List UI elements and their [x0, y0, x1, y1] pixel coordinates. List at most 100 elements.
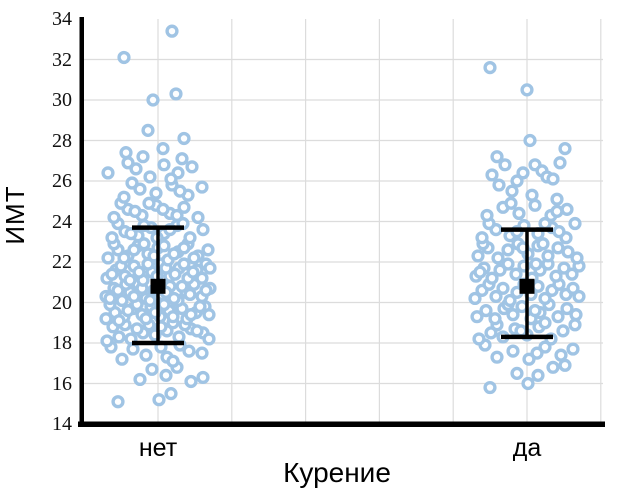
data-point — [479, 304, 493, 318]
data-point — [123, 273, 137, 287]
data-point — [503, 293, 517, 308]
data-point — [468, 291, 482, 306]
mean-marker — [150, 278, 166, 294]
data-point — [145, 362, 159, 376]
y-tick-label: 28 — [52, 129, 72, 152]
data-point — [173, 184, 187, 198]
data-point — [510, 174, 524, 188]
data-point — [117, 50, 131, 65]
data-point — [156, 202, 170, 216]
data-point — [489, 289, 503, 304]
data-point — [514, 324, 528, 338]
data-point — [164, 172, 178, 186]
data-point — [485, 271, 499, 285]
y-tick-label: 34 — [52, 8, 72, 30]
data-point — [512, 206, 526, 221]
data-point — [551, 310, 565, 324]
data-point — [557, 261, 571, 275]
data-point — [560, 301, 574, 316]
data-point — [185, 160, 199, 174]
y-tick-label: 30 — [52, 89, 72, 111]
data-point — [501, 257, 515, 271]
data-point — [168, 267, 182, 281]
data-point — [177, 241, 191, 255]
data-point — [127, 289, 141, 304]
data-point — [105, 267, 119, 281]
x-axis-title: Курение — [283, 457, 391, 488]
data-point — [127, 243, 141, 257]
data-point — [107, 210, 121, 225]
data-point — [556, 324, 570, 338]
data-point — [568, 318, 582, 332]
data-point — [126, 342, 140, 356]
data-point — [199, 283, 213, 297]
data-point — [550, 192, 564, 206]
data-point — [561, 245, 575, 259]
data-point — [167, 291, 181, 306]
data-point — [490, 150, 504, 164]
data-point — [538, 340, 552, 354]
data-point — [202, 308, 216, 322]
data-point — [569, 308, 583, 322]
data-point — [566, 342, 580, 356]
data-point — [491, 251, 505, 265]
data-point — [190, 324, 204, 338]
data-point — [152, 393, 166, 407]
data-point — [472, 332, 486, 346]
data-point — [501, 243, 515, 257]
y-tick-label: 26 — [52, 170, 72, 192]
data-point — [169, 87, 183, 101]
data-point — [112, 314, 126, 328]
data-point — [553, 156, 567, 170]
data-point — [143, 293, 157, 308]
data-point — [183, 287, 197, 302]
y-tick-label: 24 — [52, 210, 72, 233]
data-point — [157, 158, 171, 172]
data-point — [112, 330, 126, 344]
data-point — [137, 237, 151, 251]
data-point — [473, 265, 487, 279]
y-tick-label: 20 — [52, 291, 72, 314]
data-point — [195, 180, 209, 194]
x-category-label-net: нет — [138, 434, 178, 462]
mean-errorbar-нет — [132, 225, 184, 346]
data-point — [156, 142, 170, 156]
data-point — [133, 372, 147, 387]
data-point — [128, 204, 142, 218]
data-point — [166, 354, 180, 368]
data-point — [184, 374, 198, 389]
data-point — [549, 269, 563, 283]
data-point — [177, 200, 191, 214]
mean-errorbar-да — [501, 227, 553, 340]
data-point — [105, 231, 119, 245]
data-point — [493, 263, 507, 277]
data-point — [492, 178, 506, 192]
data-point — [488, 312, 502, 326]
points-нет — [99, 24, 217, 409]
data-point — [184, 308, 198, 322]
data-point — [193, 299, 207, 314]
data-point — [142, 196, 156, 210]
data-point — [121, 156, 135, 170]
data-point — [202, 332, 216, 346]
data-point — [157, 297, 171, 312]
data-point — [175, 152, 189, 166]
data-point — [175, 279, 189, 293]
data-point — [201, 243, 215, 257]
data-point — [182, 344, 196, 358]
data-point — [186, 265, 200, 279]
data-point — [191, 210, 205, 225]
y-tick-label: 18 — [52, 332, 72, 354]
data-point — [565, 267, 579, 281]
data-point — [560, 202, 574, 216]
data-point — [143, 170, 157, 184]
data-point — [165, 24, 179, 38]
data-point — [124, 227, 138, 241]
data-point — [195, 271, 209, 285]
data-point — [187, 251, 201, 265]
data-point — [117, 251, 131, 265]
y-tick-label: 22 — [52, 251, 72, 273]
data-point — [183, 231, 197, 245]
data-point — [103, 291, 117, 306]
